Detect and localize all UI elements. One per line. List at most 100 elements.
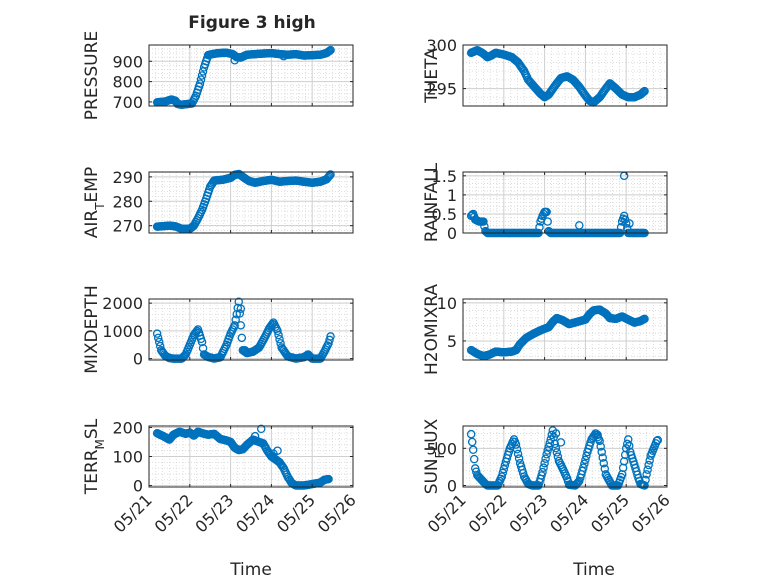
- data-point: [152, 329, 162, 338]
- axes-box: [148, 44, 354, 107]
- data-point: [250, 431, 260, 441]
- data-point: [538, 467, 547, 477]
- data-point: [325, 46, 334, 56]
- x-axis-label-right: Time: [572, 560, 615, 580]
- data-point: [550, 439, 560, 449]
- y-axis-label: TERRMSL: [82, 418, 107, 495]
- y-axis-label: PRESSURE: [82, 31, 102, 120]
- data-point: [653, 435, 663, 445]
- data-point: [640, 481, 649, 490]
- data-point: [479, 217, 488, 226]
- axes-box: [462, 298, 668, 361]
- y-axis-label: SUNFLUX: [422, 418, 447, 494]
- data-point: [556, 438, 566, 447]
- data-point: [326, 170, 335, 179]
- data-point: [325, 335, 334, 345]
- data-point: [195, 79, 205, 88]
- y-tick-label: 1: [447, 186, 457, 205]
- data-point: [230, 56, 239, 65]
- y-tick-label: 280: [112, 192, 143, 211]
- data-point: [154, 337, 164, 347]
- data-point: [469, 454, 479, 464]
- data-point: [230, 321, 239, 330]
- data-point: [499, 464, 509, 474]
- y-tick-label: 270: [112, 217, 143, 236]
- axes-box: [462, 171, 668, 234]
- data-point: [600, 464, 610, 474]
- data-point: [514, 454, 524, 463]
- data-point: [275, 334, 284, 344]
- axes-box: [148, 171, 354, 234]
- x-tick-label: 05/26: [314, 490, 360, 536]
- data-point: [196, 75, 206, 84]
- data-point: [324, 47, 333, 56]
- data-point: [237, 333, 247, 343]
- y-tick-label: 0.5: [432, 205, 457, 224]
- data-point: [542, 207, 551, 217]
- y-axis-label: THETA: [422, 48, 442, 104]
- y-tick-label: 700: [112, 93, 143, 112]
- data-point: [641, 475, 650, 485]
- data-point: [497, 472, 507, 481]
- x-tick-label: 05/25: [587, 490, 633, 536]
- subplot-terr_msl: 0 100 200 TERRMSL05/2105/2205/2305/2405/250…: [82, 418, 360, 536]
- y-axis-label: H2OMIXRA: [422, 284, 442, 375]
- x-tick-label: 05/23: [505, 490, 551, 536]
- data-point: [638, 88, 647, 98]
- y-tick-label: 200: [112, 418, 143, 437]
- data-point: [273, 446, 282, 455]
- x-tick-label: 05/25: [273, 490, 319, 536]
- x-tick-label: 05/21: [424, 490, 470, 536]
- data-point: [236, 304, 246, 313]
- data-point: [541, 454, 550, 463]
- data-point: [575, 221, 584, 230]
- y-tick-label: 10: [437, 294, 457, 313]
- y-tick-label: 0: [133, 350, 143, 369]
- data-point: [256, 424, 266, 434]
- data-point: [623, 435, 633, 444]
- data-point: [535, 223, 544, 232]
- x-tick-label: 05/24: [232, 490, 278, 536]
- x-tick-label: 05/23: [191, 490, 237, 536]
- x-tick-label: 05/22: [151, 490, 197, 536]
- data-point: [466, 429, 476, 439]
- data-point: [640, 86, 649, 96]
- y-tick-label: 300: [426, 36, 457, 55]
- data-point: [542, 450, 551, 459]
- data-point: [547, 430, 556, 440]
- x-axis-label-left: Time: [229, 560, 272, 580]
- data-point: [593, 430, 602, 440]
- data-point: [597, 447, 606, 457]
- data-point: [619, 211, 629, 221]
- data-point: [480, 222, 489, 231]
- data-point: [595, 436, 604, 446]
- data-point: [599, 458, 609, 468]
- data-point: [236, 321, 246, 330]
- data-point: [468, 445, 478, 455]
- data-point: [197, 71, 207, 80]
- data-point: [326, 45, 335, 55]
- data-point: [642, 470, 651, 479]
- data-point: [643, 465, 652, 474]
- data-point: [551, 443, 561, 453]
- y-tick-label: 0: [447, 477, 457, 496]
- data-point: [467, 437, 477, 447]
- axes-box: [148, 298, 354, 361]
- data-point: [274, 330, 283, 340]
- data-point: [153, 333, 163, 343]
- y-tick-label: 295: [426, 80, 457, 99]
- y-tick-label: 0: [133, 477, 143, 496]
- y-axis-label: MIXDEPTH: [82, 285, 102, 374]
- data-point: [326, 332, 335, 341]
- y-tick-label: 1.5: [432, 167, 457, 186]
- y-tick-label: 800: [112, 73, 143, 92]
- y-axis-label: AIRTEMP: [82, 167, 107, 238]
- data-point: [498, 468, 508, 478]
- axes-box: [462, 425, 668, 488]
- data-point: [598, 453, 607, 462]
- data-point: [197, 337, 207, 347]
